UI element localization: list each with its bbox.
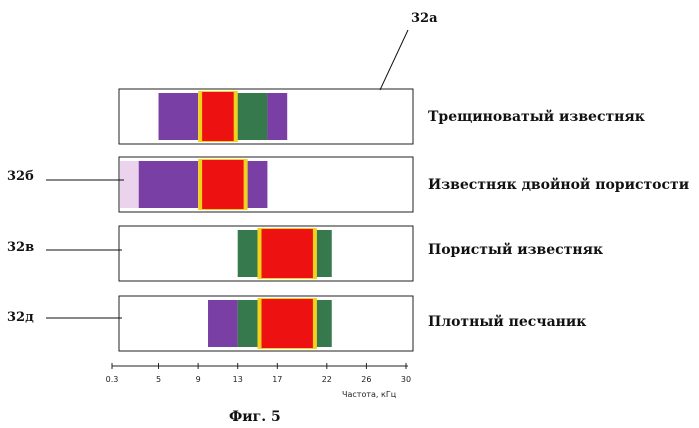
intensity-band [159,93,199,140]
intensity-band [120,161,139,208]
intensity-band [238,300,258,347]
spectrogram-strips [120,91,332,349]
figure-caption: Фиг. 5 [229,409,281,425]
intensity-band [248,161,268,208]
strip-label-1: Трещиноватый известняк [428,108,645,125]
intensity-band-core [262,229,313,278]
axis-tick-label: 5 [156,375,161,384]
intensity-band [317,300,332,347]
intensity-band-core [202,160,243,209]
callout-label-top: 32а [411,11,438,26]
intensity-band [317,230,332,277]
strip-label-3: Пористый известняк [428,241,603,258]
axis-tick-label: 26 [361,375,371,384]
callout-label-v: 32в [7,240,34,255]
strip-label-2: Известняк двойной пористости [428,176,689,193]
axis-tick-label: 17 [272,375,282,384]
intensity-band-core [202,92,234,141]
intensity-band [208,300,238,347]
axis-tick-label: 0.3 [106,375,119,384]
strip-label-4: Плотный песчаник [428,313,586,330]
intensity-band [139,161,198,208]
axis-tick-label: 13 [233,375,243,384]
axis-tick-label: 9 [196,375,201,384]
axis-tick-label: 22 [322,375,332,384]
callout-label-d: 32д [7,310,34,325]
callout-leader-top [380,30,408,90]
axis-tick-label: 30 [401,375,411,384]
intensity-band-core [262,299,313,348]
intensity-band [238,93,268,140]
callout-label-b: 32б [7,169,34,184]
axis-title: Частота, кГц [342,390,397,399]
intensity-band [267,93,287,140]
intensity-band [238,230,258,277]
